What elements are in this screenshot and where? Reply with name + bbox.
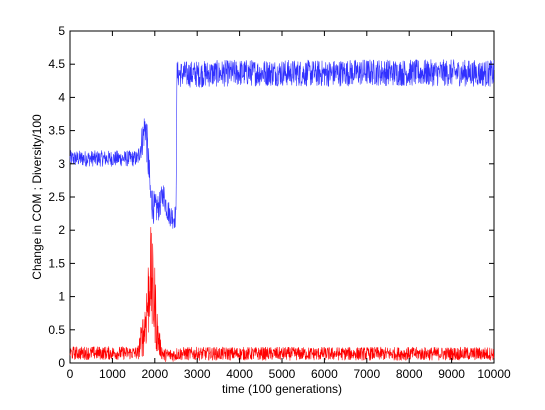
x-tick-label: 9000 [438, 367, 465, 381]
x-tick-label: 10000 [477, 367, 511, 381]
y-tick-label: 1 [58, 290, 65, 304]
y-tick-label: 4 [58, 90, 65, 104]
y-tick-label: 0 [58, 356, 65, 370]
x-axis-label: time (100 generations) [222, 382, 342, 396]
y-tick-label: 4.5 [48, 57, 65, 71]
y-tick-label: 1.5 [48, 256, 65, 270]
x-tick-label: 1000 [99, 367, 126, 381]
x-tick-label: 4000 [226, 367, 253, 381]
x-tick-label: 6000 [311, 367, 338, 381]
series-2-line [69, 226, 495, 362]
y-tick-label: 5 [58, 24, 65, 38]
plot-area [69, 30, 495, 364]
y-tick-label: 2.5 [48, 190, 65, 204]
x-tick-label: 0 [67, 367, 74, 381]
y-tick-label: 2 [58, 223, 65, 237]
x-tick-label: 2000 [141, 367, 168, 381]
x-tick-label: 3000 [184, 367, 211, 381]
tick-layer: 0 1000 2000 3000 4000 5000 6000 7000 8000 9000 100… [48, 24, 511, 381]
series-layer [69, 59, 495, 362]
x-tick-label: 8000 [396, 367, 423, 381]
series-1-line [69, 59, 495, 229]
y-tick-label: 0.5 [48, 323, 65, 337]
y-axis-label: Change in COM ; Diversity/100 [30, 114, 44, 280]
y-tick-label: 3 [58, 157, 65, 171]
y-tick-label: 3.5 [48, 124, 65, 138]
x-tick-label: 5000 [269, 367, 296, 381]
x-tick-label: 7000 [353, 367, 380, 381]
